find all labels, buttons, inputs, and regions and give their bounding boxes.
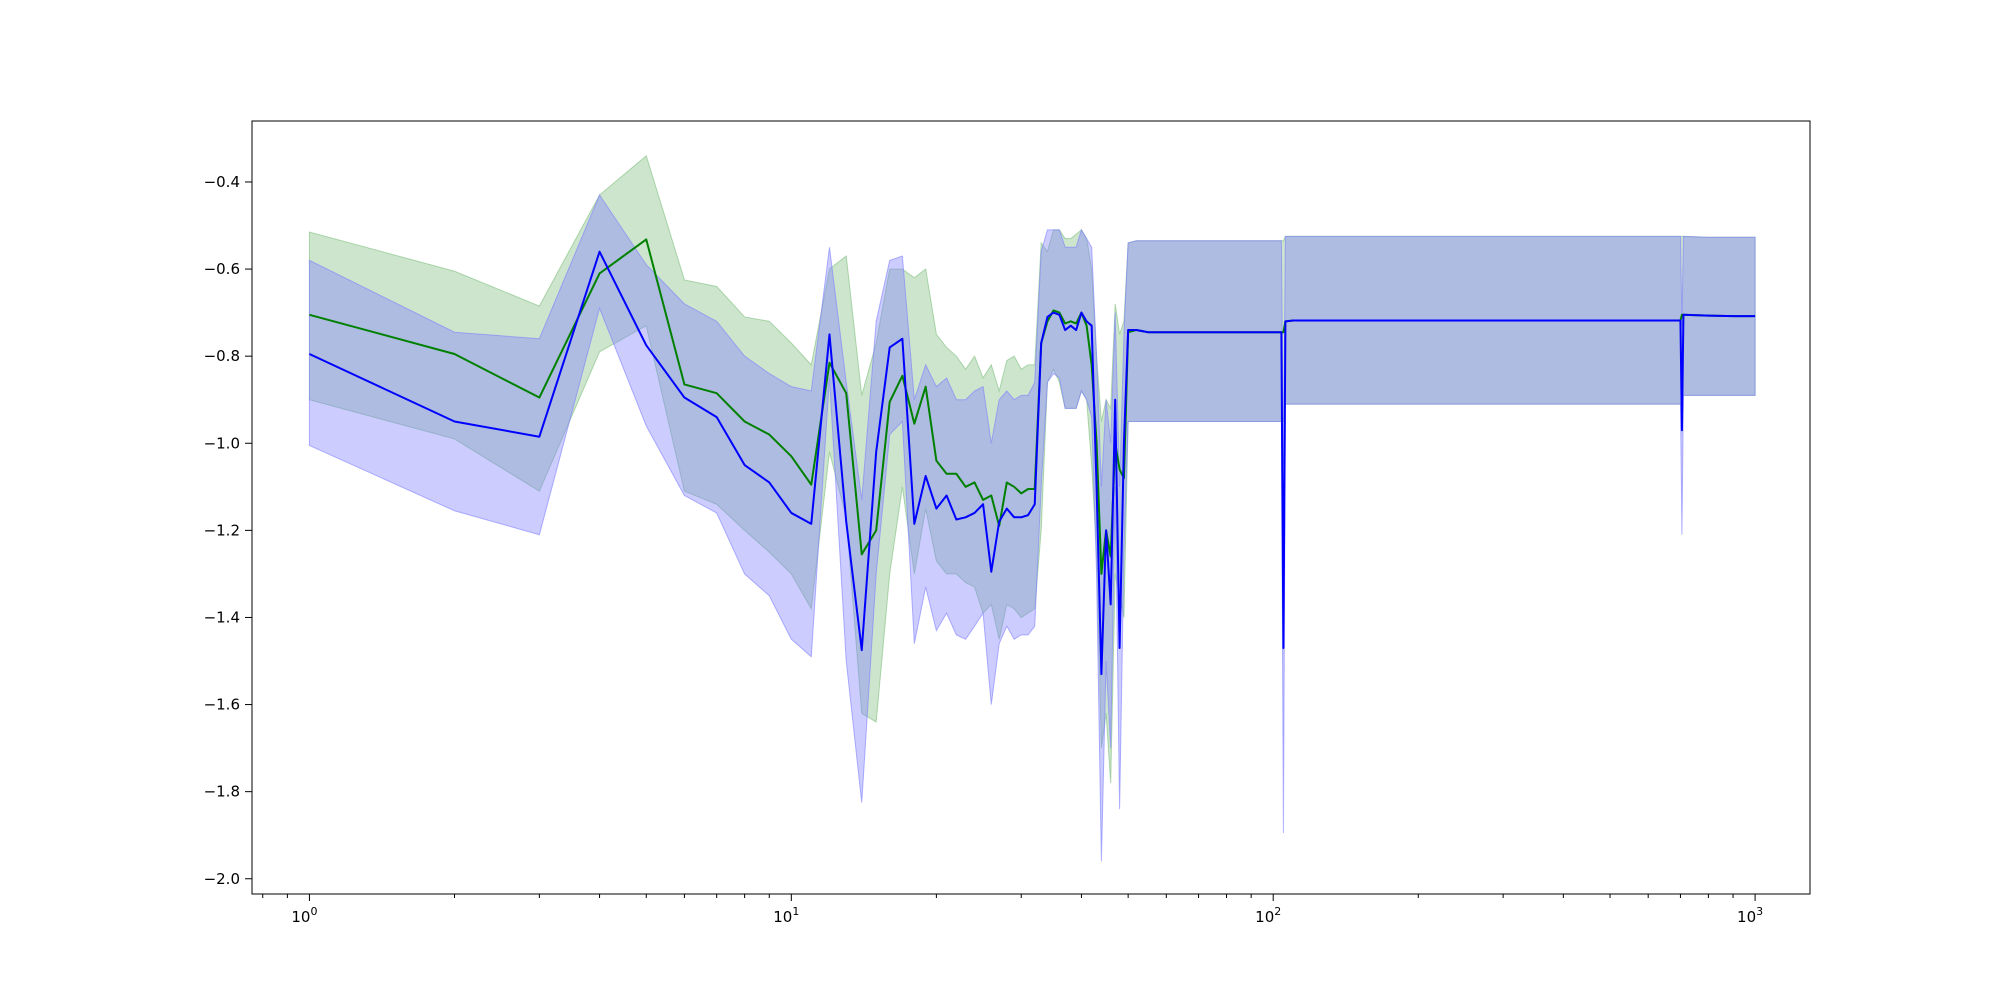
x-tick-exponent: 1 xyxy=(792,905,799,918)
y-axis: −0.4 −0.6 −0.8 −1.0 −1.2 −1.4 −1.6 −1.8 −2.0 xyxy=(204,173,252,888)
x-tick-exponent: 2 xyxy=(1274,905,1281,918)
y-tick-label: −1.2 xyxy=(204,521,240,539)
series-lines xyxy=(309,238,1756,676)
plot-frame xyxy=(251,120,1811,895)
series-2-band xyxy=(308,193,1756,862)
y-tick-label: −1.6 xyxy=(204,696,240,714)
y-tick-label: −0.6 xyxy=(204,260,240,278)
x-tick-exponent: 3 xyxy=(1756,905,1763,918)
y-tick-label: −2.0 xyxy=(204,870,240,888)
y-tick-label: −0.4 xyxy=(204,173,240,191)
series-2-line xyxy=(309,250,1756,676)
x-tick-exponent: 0 xyxy=(310,905,317,918)
y-tick-label: −0.8 xyxy=(204,347,240,365)
y-tick-label: −1.4 xyxy=(204,608,240,626)
y-tick-label: −1.8 xyxy=(204,783,240,801)
confidence-bands xyxy=(308,154,1756,862)
y-tick-label: −1.0 xyxy=(204,434,240,452)
